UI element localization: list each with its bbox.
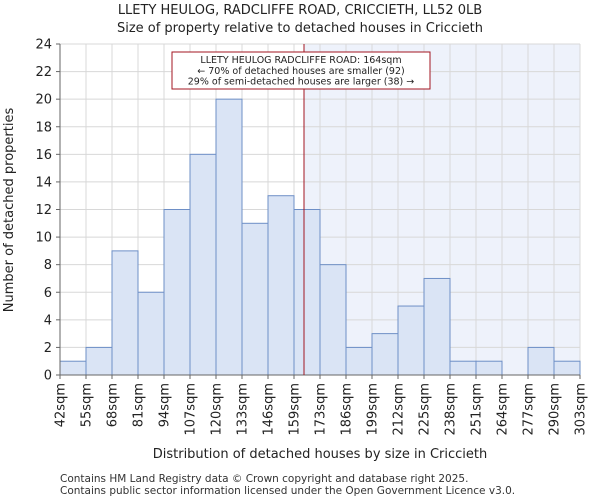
y-tick-label-8: 16 — [35, 148, 52, 163]
annotation-title: LLETY HEULOG RADCLIFFE ROAD: 164sqm — [200, 55, 401, 66]
x-tick-label-14: 225sqm — [418, 383, 433, 436]
x-tick-label-5: 107sqm — [184, 383, 199, 436]
x-tick-label-4: 94sqm — [158, 383, 173, 427]
x-tick-label-6: 120sqm — [210, 383, 225, 436]
x-tick-label-0: 42sqm — [54, 383, 69, 427]
bar-251sqm — [475, 360, 503, 376]
x-axis-label: Distribution of detached houses by size … — [153, 447, 488, 462]
x-tick-label-19: 290sqm — [548, 383, 563, 436]
y-tick-label-4: 8 — [44, 258, 52, 273]
x-tick-label-3: 81sqm — [132, 383, 147, 427]
x-tick-label-10: 173sqm — [314, 383, 329, 436]
x-tick-label-9: 159sqm — [288, 383, 303, 436]
x-tick-label-12: 199sqm — [366, 383, 381, 436]
bar-68sqm — [111, 250, 139, 376]
y-tick-label-10: 20 — [35, 93, 52, 108]
y-axis-label: Number of detached properties — [2, 108, 17, 313]
chart-title: LLETY HEULOG, RADCLIFFE ROAD, CRICCIETH,… — [118, 3, 482, 18]
x-tick-label-13: 212sqm — [392, 383, 407, 436]
bar-212sqm — [397, 305, 425, 376]
y-tick-label-9: 18 — [35, 120, 52, 135]
bar-173sqm — [319, 264, 347, 376]
bar-133sqm — [241, 222, 269, 376]
x-tick-label-17: 264sqm — [496, 383, 511, 436]
x-tick-label-1: 55sqm — [80, 383, 95, 427]
bar-120sqm — [215, 98, 243, 376]
bar-159sqm — [293, 209, 321, 376]
y-tick-label-11: 22 — [35, 65, 52, 80]
bar-238sqm — [449, 360, 477, 376]
bar-107sqm — [189, 153, 217, 376]
x-tick-label-11: 186sqm — [340, 383, 355, 436]
annotation-line-1: ← 70% of detached houses are smaller (92… — [197, 66, 404, 77]
bar-186sqm — [345, 346, 373, 376]
y-tick-label-6: 12 — [35, 203, 52, 218]
bar-55sqm — [85, 346, 113, 376]
x-tick-label-18: 277sqm — [522, 383, 537, 436]
x-tick-label-20: 303sqm — [574, 383, 589, 436]
y-tick-label-2: 4 — [44, 313, 52, 328]
y-tick-label-0: 0 — [44, 369, 52, 384]
y-tick-label-12: 24 — [35, 38, 52, 53]
y-tick-label-5: 10 — [35, 231, 52, 246]
x-tick-label-15: 238sqm — [444, 383, 459, 436]
annotation-box — [171, 51, 431, 90]
footer-line-2: Contains public sector information licen… — [60, 485, 516, 497]
x-tick-label-7: 133sqm — [236, 383, 251, 436]
x-tick-label-2: 68sqm — [106, 383, 121, 427]
x-tick-label-16: 251sqm — [470, 383, 485, 436]
bar-199sqm — [371, 333, 399, 376]
footer-line-1: Contains HM Land Registry data © Crown c… — [60, 473, 469, 485]
bar-290sqm — [553, 360, 581, 376]
bar-146sqm — [267, 195, 295, 376]
bar-42sqm — [59, 360, 87, 376]
x-tick-label-8: 146sqm — [262, 383, 277, 436]
bar-277sqm — [527, 346, 555, 376]
bar-94sqm — [163, 209, 191, 376]
y-tick-label-1: 2 — [44, 341, 52, 356]
chart-subtitle: Size of property relative to detached ho… — [117, 21, 483, 36]
bar-81sqm — [137, 291, 165, 376]
annotation-line-2: 29% of semi-detached houses are larger (… — [188, 77, 415, 88]
bar-225sqm — [423, 277, 451, 376]
y-tick-label-7: 14 — [35, 175, 52, 190]
y-tick-label-3: 6 — [44, 286, 52, 301]
